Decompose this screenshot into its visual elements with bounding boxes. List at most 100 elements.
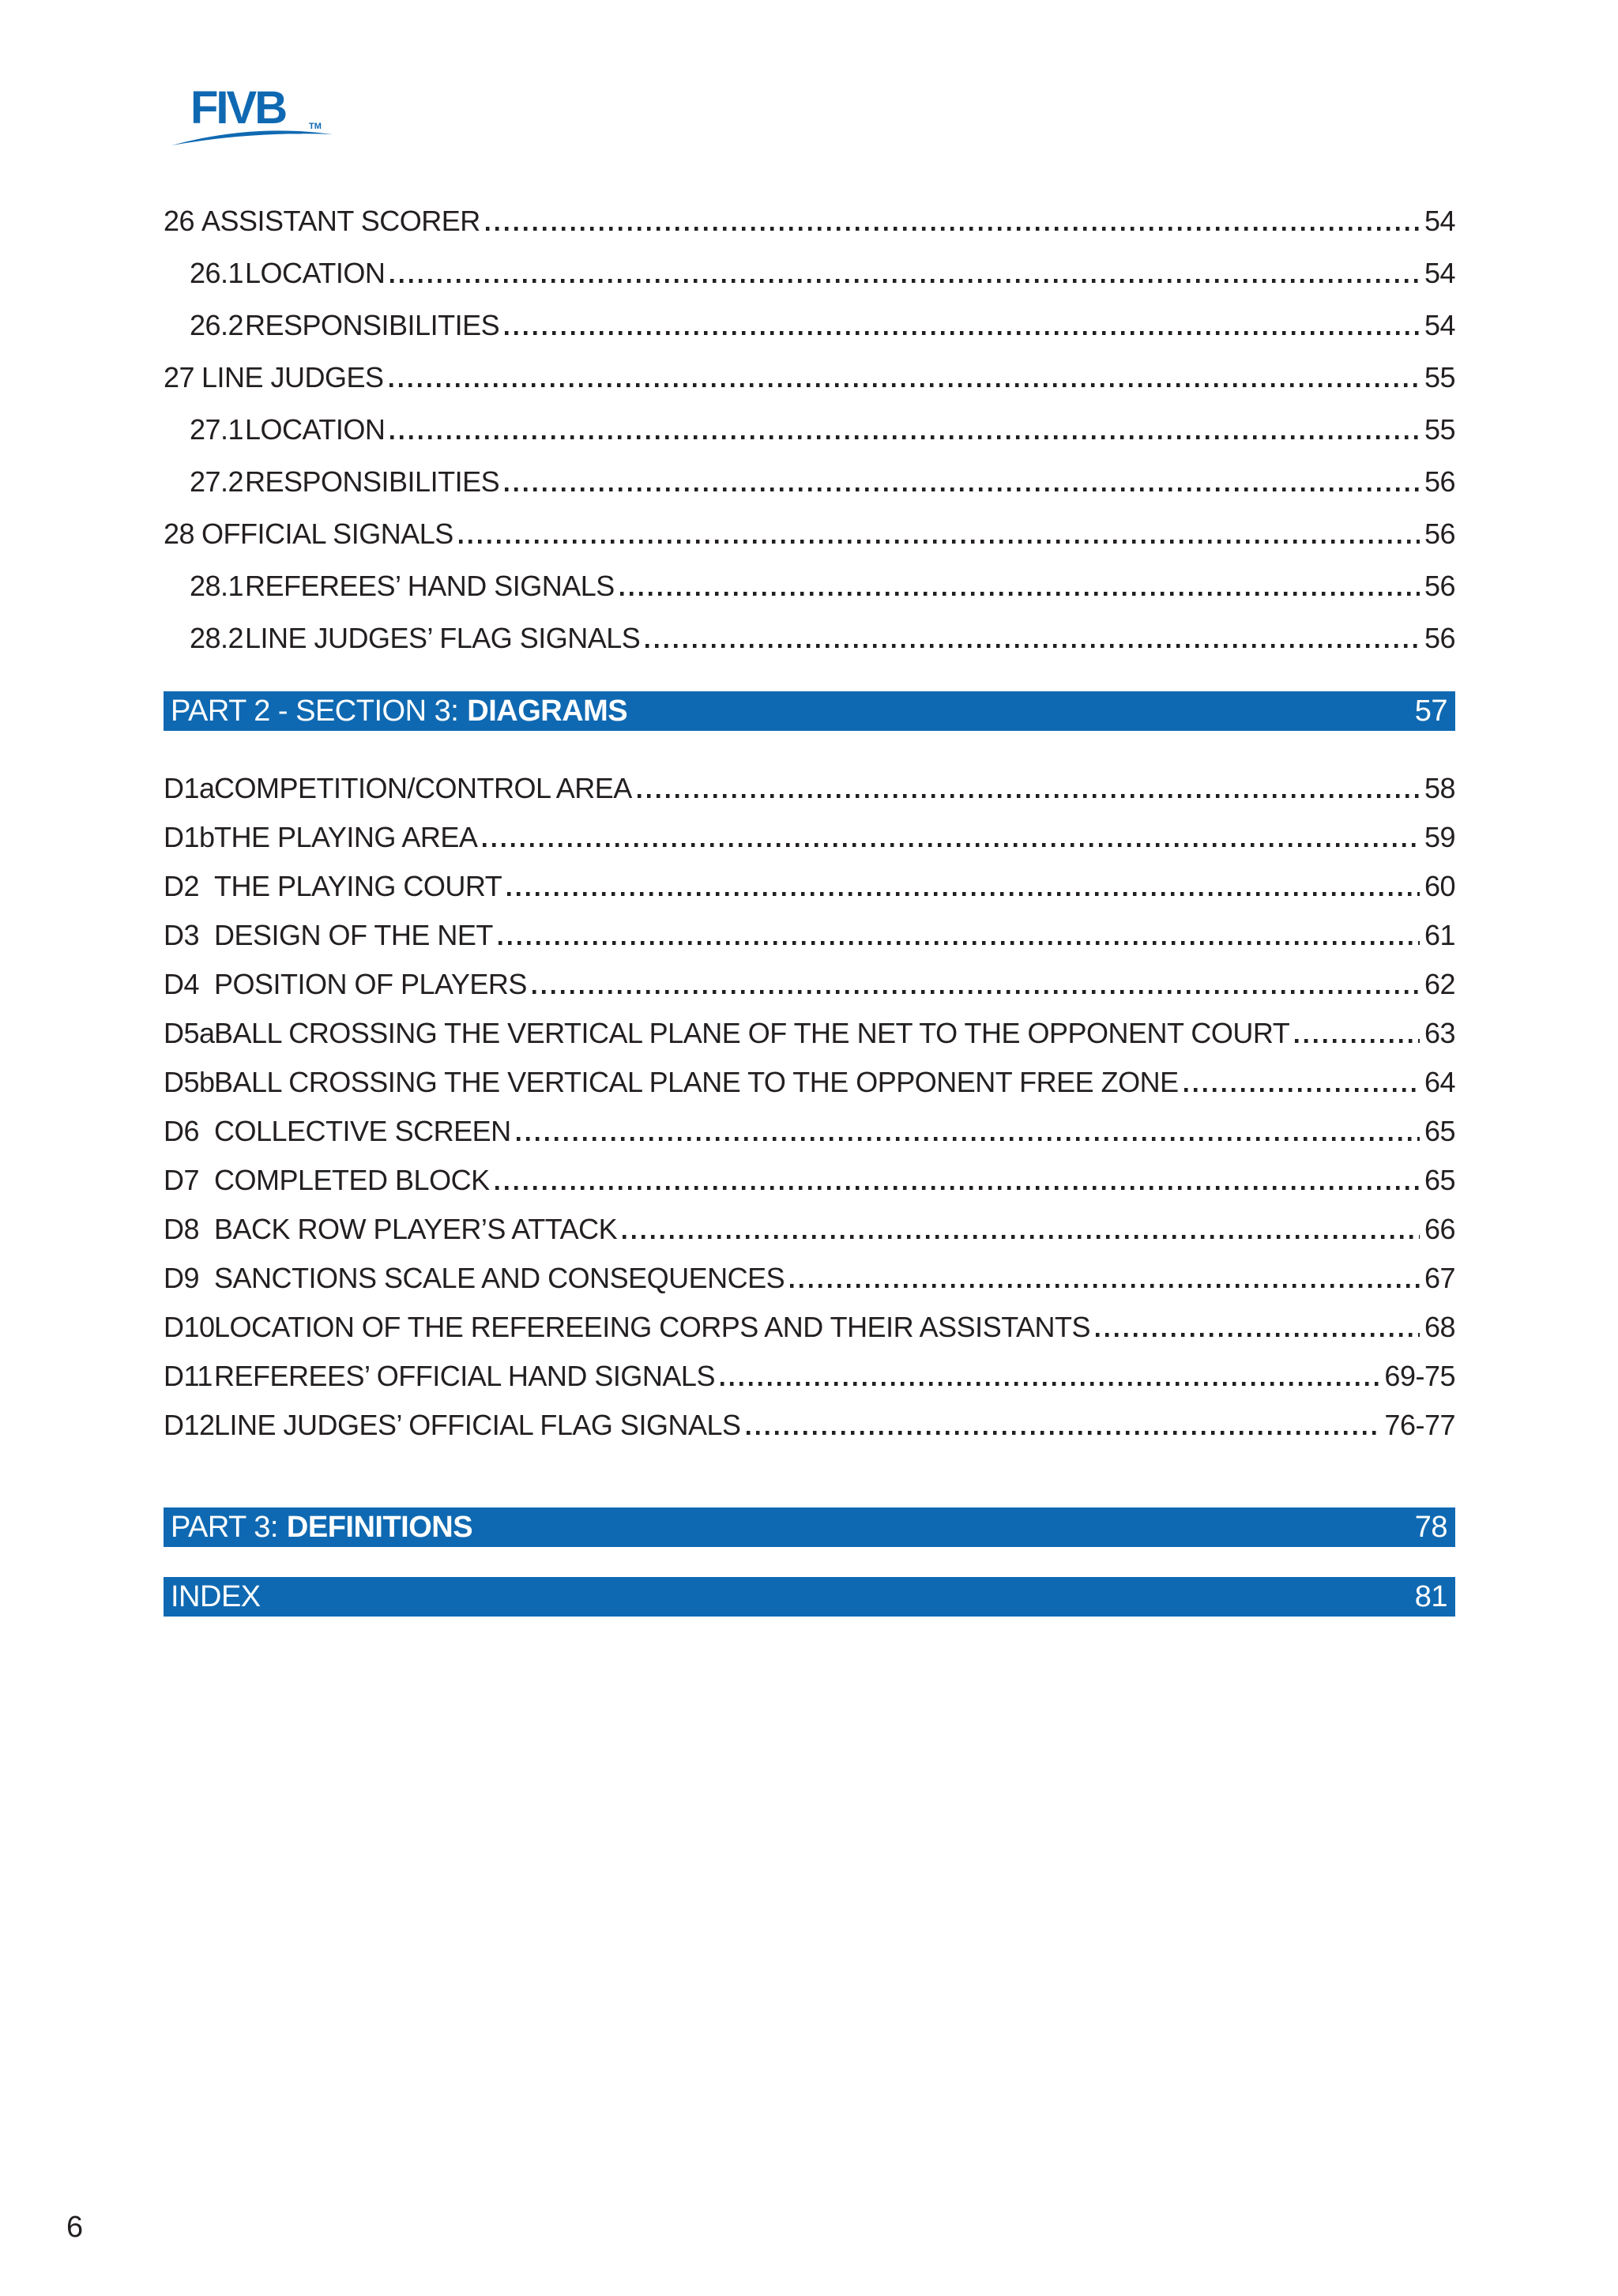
- toc-entry-number: D1b: [164, 821, 215, 853]
- toc-entry-number: D9: [164, 1262, 200, 1294]
- toc-entry-page: 54: [1424, 309, 1456, 341]
- dot-leader: [483, 843, 1420, 847]
- toc-entry: 27.1 LOCATION 55: [164, 404, 1456, 456]
- toc-entry-page: 68: [1424, 1311, 1456, 1343]
- toc-entry-number: D3: [164, 919, 200, 951]
- toc-entry: D8 BACK ROW PLAYER’S ATTACK 66: [164, 1205, 1456, 1254]
- toc-entry-label: LINE JUDGES: [201, 361, 384, 393]
- toc-entry: D5b BALL CROSSING THE VERTICAL PLANE TO …: [164, 1058, 1456, 1107]
- toc-entry-page: 76-77: [1384, 1409, 1455, 1441]
- toc-entry-label: LOCATION: [245, 257, 386, 289]
- section-header-diagrams-prefix: PART 2 - SECTION 3:: [171, 694, 459, 728]
- toc-entry: D1b THE PLAYING AREA 59: [164, 813, 1456, 862]
- toc-entry-number: 27: [164, 361, 195, 393]
- toc-entry: 27.2 RESPONSIBILITIES 56: [164, 456, 1456, 508]
- toc-entry-page: 55: [1424, 413, 1456, 446]
- section-header-diagrams-page: 57: [1414, 694, 1448, 728]
- toc-entry-label: COLLECTIVE SCREEN: [214, 1115, 511, 1147]
- toc-entry-number: D12: [164, 1409, 215, 1441]
- fivb-logo-swoosh: [171, 130, 333, 145]
- toc-entry-label: OFFICIAL SIGNALS: [201, 518, 453, 550]
- toc-entry-page: 61: [1424, 919, 1456, 951]
- toc-entry-label: RESPONSIBILITIES: [245, 309, 500, 341]
- toc-entry-page: 65: [1424, 1164, 1456, 1196]
- dot-leader: [390, 435, 1420, 439]
- toc-entry-number: 27.1: [190, 413, 244, 446]
- toc-entry-page: 65: [1424, 1115, 1456, 1147]
- toc-entry-label: BACK ROW PLAYER’S ATTACK: [214, 1213, 618, 1245]
- toc-entry: D12 LINE JUDGES’ OFFICIAL FLAG SIGNALS 7…: [164, 1401, 1455, 1450]
- toc-entry-number: D8: [164, 1213, 200, 1245]
- dot-leader: [790, 1284, 1420, 1288]
- toc-entry-page: 63: [1424, 1017, 1456, 1049]
- toc-entry-label: LOCATION OF THE REFEREEING CORPS AND THE…: [214, 1311, 1091, 1343]
- toc-entry: D3 DESIGN OF THE NET 61: [164, 911, 1456, 960]
- dot-leader: [389, 383, 1420, 387]
- toc-entry-page: 67: [1424, 1262, 1456, 1294]
- toc-entry-number: 26.1: [190, 257, 244, 289]
- toc-entry-number: 26.2: [190, 309, 244, 341]
- toc-entry-number: D5b: [164, 1066, 215, 1098]
- page-folio: 6: [66, 2211, 84, 2244]
- section-header-definitions-title: DEFINITIONS: [286, 1510, 473, 1544]
- toc-entry-label: DESIGN OF THE NET: [214, 919, 493, 951]
- dot-leader: [516, 1137, 1420, 1141]
- dot-leader: [1183, 1088, 1420, 1092]
- section-header-index: INDEX 81: [164, 1577, 1455, 1617]
- toc-entry-number: D4: [164, 968, 200, 1000]
- dot-leader: [390, 279, 1420, 283]
- toc-entry: D11 REFEREES’ OFFICIAL HAND SIGNALS 69-7…: [164, 1352, 1455, 1401]
- toc-entry-label: THE PLAYING COURT: [214, 870, 502, 902]
- toc-entry-number: D5a: [164, 1017, 215, 1049]
- toc-entry: 28 OFFICIAL SIGNALS 56: [164, 508, 1456, 560]
- toc-entry-page: 58: [1424, 772, 1456, 804]
- section-header-definitions-prefix: PART 3:: [171, 1510, 278, 1544]
- toc-entry-number: 28: [164, 518, 195, 550]
- dot-leader: [623, 1235, 1420, 1239]
- toc-entry-page: 56: [1424, 570, 1456, 602]
- dot-leader: [720, 1382, 1380, 1386]
- dot-leader: [495, 1186, 1420, 1190]
- toc-entry-label: REFEREES’ OFFICIAL HAND SIGNALS: [214, 1360, 715, 1392]
- toc-entry: D9 SANCTIONS SCALE AND CONSEQUENCES 67: [164, 1254, 1456, 1303]
- toc-entry-number: D7: [164, 1164, 200, 1196]
- toc-entry-number: D6: [164, 1115, 200, 1147]
- toc-entry-label: ASSISTANT SCORER: [201, 205, 480, 237]
- toc-entry: 26.2 RESPONSIBILITIES 54: [164, 299, 1456, 352]
- toc-entry-page: 62: [1424, 968, 1456, 1000]
- toc-entry-label: RESPONSIBILITIES: [245, 465, 500, 498]
- toc-entry-page: 56: [1424, 518, 1456, 550]
- section-header-definitions-page: 78: [1414, 1510, 1448, 1544]
- dot-leader: [532, 990, 1420, 994]
- toc-entry-number: 26: [164, 205, 195, 237]
- toc-entry-number: D11: [164, 1360, 213, 1392]
- section-header-definitions: PART 3: DEFINITIONS 78: [164, 1507, 1455, 1547]
- toc-entry-page: 64: [1424, 1066, 1456, 1098]
- dot-leader: [619, 592, 1420, 596]
- toc-entry: 26 ASSISTANT SCORER 54: [164, 195, 1456, 247]
- dot-leader: [507, 892, 1420, 896]
- rules-toc-list: 26 ASSISTANT SCORER 54 26.1 LOCATION 54 …: [164, 195, 1456, 664]
- section-header-index-page: 81: [1414, 1579, 1448, 1613]
- toc-entry-page: 59: [1424, 821, 1456, 853]
- fivb-logo-tm: TM: [309, 122, 322, 131]
- toc-entry-label: THE PLAYING AREA: [214, 821, 478, 853]
- toc-entry-label: COMPETITION/CONTROL AREA: [214, 772, 632, 804]
- section-header-diagrams: PART 2 - SECTION 3: DIAGRAMS 57: [164, 691, 1455, 731]
- toc-entry: 27 LINE JUDGES 55: [164, 352, 1456, 404]
- dot-leader: [498, 941, 1420, 945]
- toc-entry-page: 54: [1424, 257, 1456, 289]
- dot-leader: [637, 794, 1420, 798]
- toc-entry-page: 54: [1424, 205, 1456, 237]
- dot-leader: [505, 487, 1420, 491]
- fivb-logo: FIVB TM: [170, 79, 336, 158]
- toc-entry-page: 60: [1424, 870, 1456, 902]
- toc-entry-number: D2: [164, 870, 200, 902]
- toc-entry-number: 28.1: [190, 570, 244, 602]
- toc-entry: D7 COMPLETED BLOCK 65: [164, 1156, 1456, 1205]
- toc-entry-label: COMPLETED BLOCK: [214, 1164, 490, 1196]
- toc-entry-label: LINE JUDGES’ OFFICIAL FLAG SIGNALS: [214, 1409, 741, 1441]
- dot-leader: [1295, 1039, 1420, 1043]
- section-header-index-prefix: INDEX: [171, 1579, 261, 1613]
